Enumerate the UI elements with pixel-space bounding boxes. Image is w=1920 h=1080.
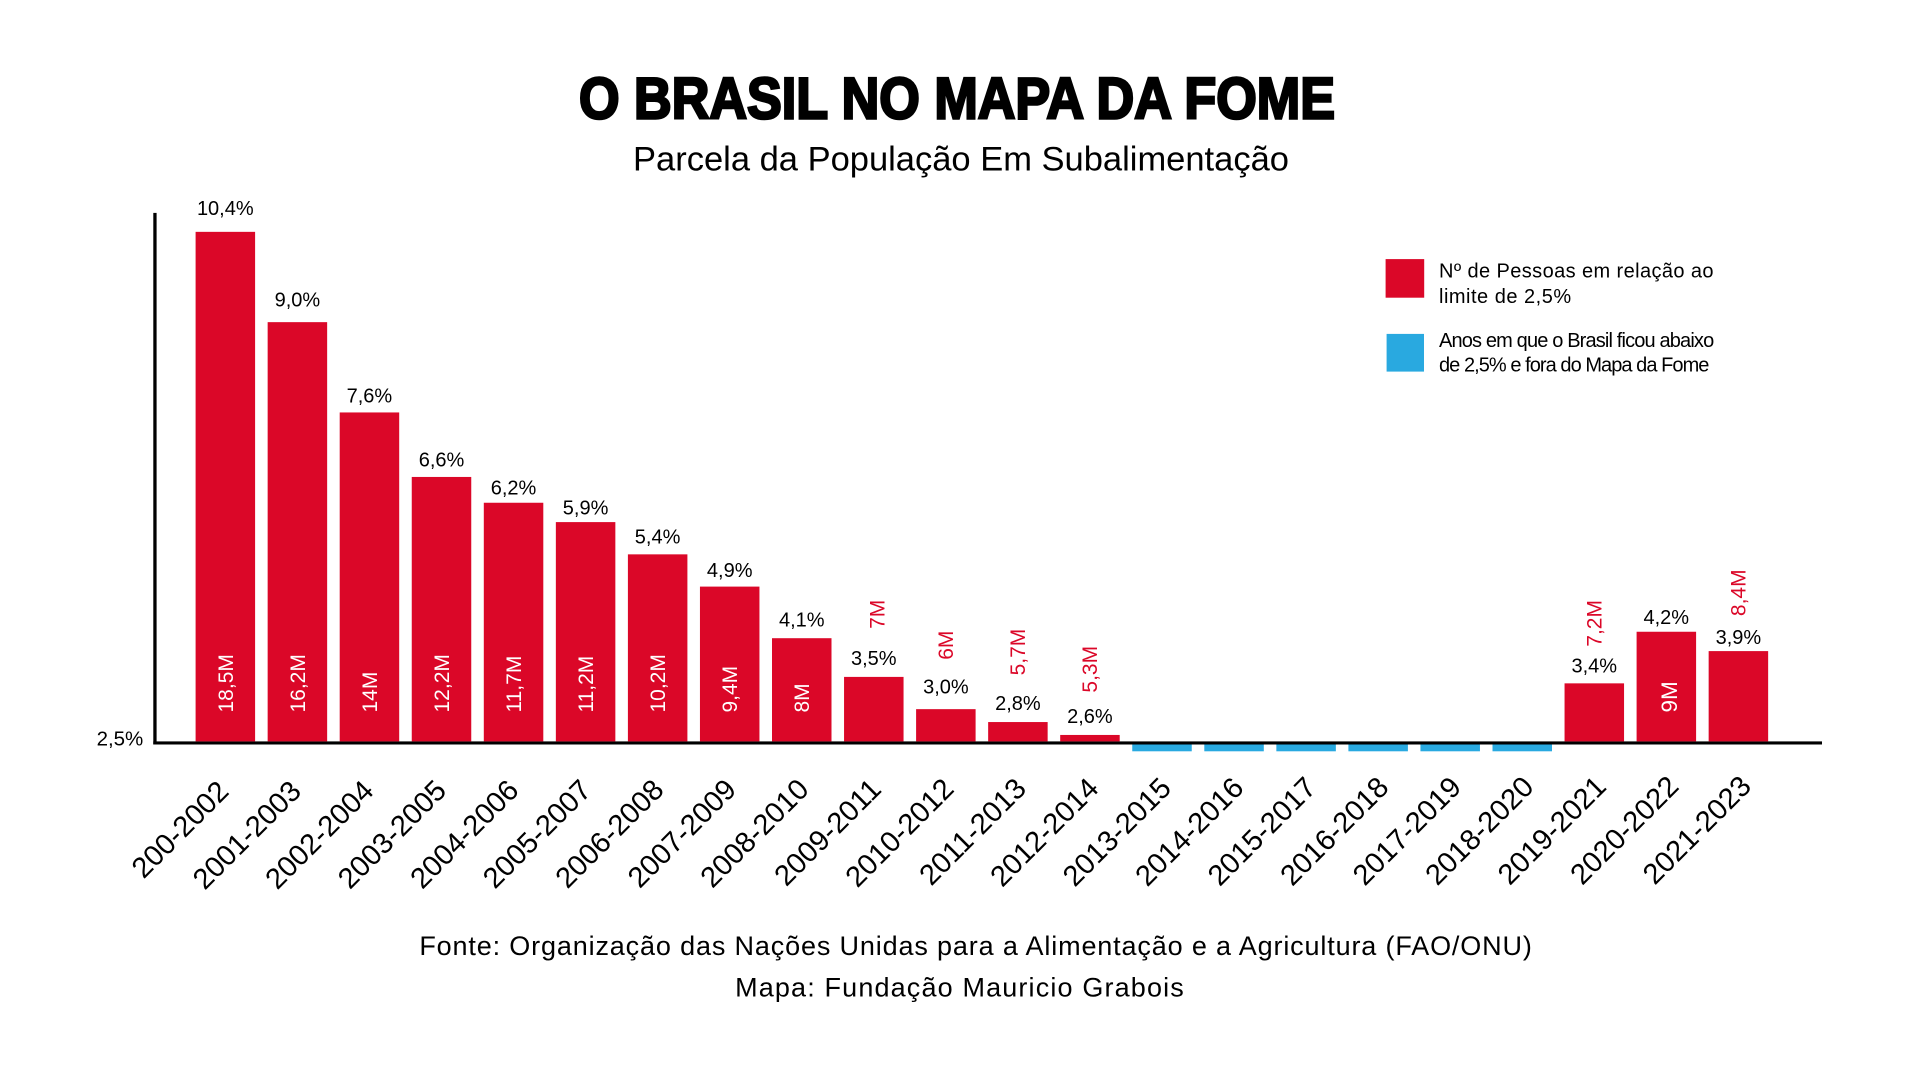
svg-text:4,1%: 4,1% [779, 609, 825, 631]
svg-text:Parcela da População Em Subali: Parcela da População Em Subalimentação [633, 140, 1289, 178]
svg-text:2,5%: 2,5% [97, 728, 144, 751]
svg-text:9,0%: 9,0% [275, 290, 321, 312]
svg-text:2,8%: 2,8% [995, 693, 1041, 715]
svg-text:4,9%: 4,9% [707, 560, 753, 582]
svg-text:7,6%: 7,6% [347, 386, 393, 408]
svg-text:8M: 8M [791, 683, 814, 712]
svg-text:O BRASIL NO MAPA DA FOME: O BRASIL NO MAPA DA FOME [579, 66, 1335, 131]
svg-text:3,4%: 3,4% [1572, 655, 1618, 677]
svg-text:Mapa: Fundação Mauricio Graboi: Mapa: Fundação Mauricio Grabois [735, 973, 1185, 1003]
svg-text:5,4%: 5,4% [635, 526, 681, 548]
svg-text:de 2,5% e fora do Mapa da Fome: de 2,5% e fora do Mapa da Fome [1439, 355, 1709, 377]
svg-text:4,2%: 4,2% [1644, 607, 1690, 629]
svg-text:11,7M: 11,7M [503, 656, 526, 713]
svg-text:9,4M: 9,4M [719, 666, 742, 713]
svg-text:12,2M: 12,2M [431, 654, 454, 712]
svg-text:7M: 7M [866, 600, 889, 629]
svg-text:8,4M: 8,4M [1727, 569, 1750, 616]
svg-text:11,2M: 11,2M [575, 656, 598, 713]
svg-text:5,7M: 5,7M [1007, 629, 1030, 676]
svg-text:9M: 9M [1657, 681, 1682, 712]
svg-text:16,2M: 16,2M [287, 654, 310, 712]
svg-text:Anos em que o Brasil ficou aba: Anos em que o Brasil ficou abaixo [1439, 330, 1714, 352]
svg-text:2,6%: 2,6% [1067, 706, 1113, 728]
svg-text:18,5M: 18,5M [215, 654, 238, 712]
svg-text:6M: 6M [935, 631, 958, 660]
svg-text:6,2%: 6,2% [491, 478, 537, 500]
svg-text:3,9%: 3,9% [1716, 627, 1762, 649]
svg-text:limite de 2,5%: limite de 2,5% [1439, 286, 1572, 308]
svg-text:5,3M: 5,3M [1079, 646, 1102, 693]
svg-text:6,6%: 6,6% [419, 450, 465, 472]
svg-text:Fonte: Organização das Nações: Fonte: Organização das Nações Unidas par… [419, 931, 1532, 961]
svg-text:7,2M: 7,2M [1583, 600, 1606, 647]
svg-text:14M: 14M [359, 672, 382, 713]
svg-text:10,4%: 10,4% [197, 198, 254, 220]
svg-text:3,0%: 3,0% [923, 676, 969, 698]
svg-text:10,2M: 10,2M [647, 654, 670, 712]
svg-text:5,9%: 5,9% [563, 497, 609, 519]
svg-text:3,5%: 3,5% [851, 648, 897, 670]
svg-text:Nº de Pessoas em relação ao: Nº de Pessoas em relação ao [1439, 261, 1714, 283]
